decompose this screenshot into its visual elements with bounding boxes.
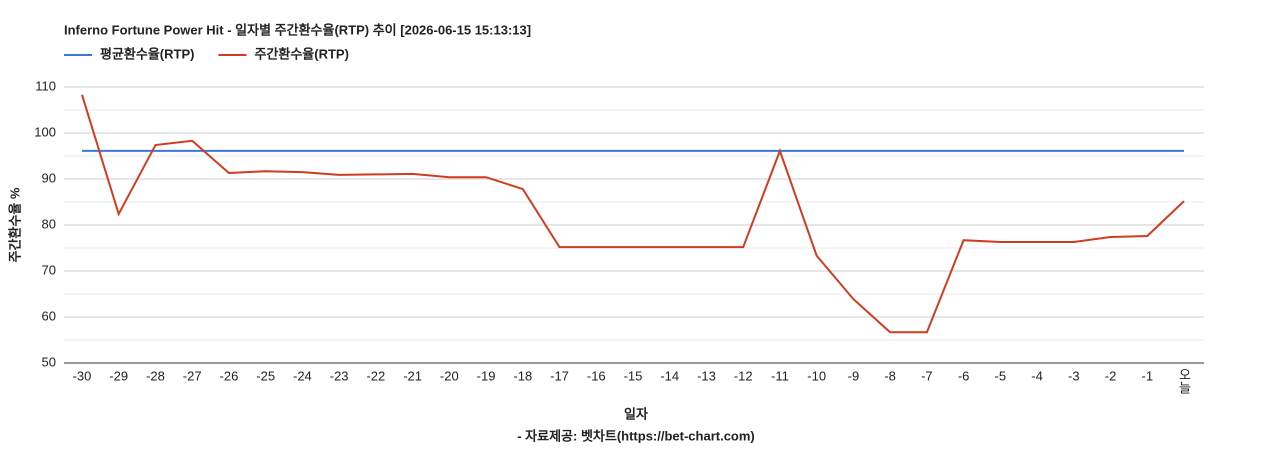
x-tick-label: -23 (330, 368, 349, 383)
x-tick-label: -14 (660, 368, 679, 383)
series-line (81, 94, 1185, 334)
legend-label: 주간환수율(RTP) (254, 46, 348, 61)
y-tick-label: 70 (42, 262, 56, 277)
x-tick-label: -26 (220, 368, 239, 383)
x-tick-label: -8 (884, 368, 896, 383)
x-tick-label: -29 (109, 368, 128, 383)
x-tick-label: -12 (734, 368, 753, 383)
y-tick-label: 110 (35, 78, 56, 93)
x-tick-label: -4 (1031, 368, 1043, 383)
x-tick-label: -19 (477, 368, 496, 383)
x-tick-label: -9 (848, 368, 860, 383)
y-tick-label: 50 (42, 354, 56, 369)
y-tick-label: 100 (34, 124, 56, 139)
x-tick-label: -25 (256, 368, 275, 383)
x-tick-label: -1 (1141, 368, 1153, 383)
x-tick-label: -16 (587, 368, 606, 383)
legend-label: 평균환수율(RTP) (100, 46, 194, 61)
y-tick-label: 60 (42, 308, 56, 323)
x-tick-label: -7 (921, 368, 933, 383)
chart-title: Inferno Fortune Power Hit - 일자별 주간환수율(RT… (64, 22, 531, 37)
x-tick-label: -18 (513, 368, 532, 383)
x-tick-label: -5 (995, 368, 1007, 383)
y-tick-label: 90 (42, 170, 56, 185)
y-axis-label: 주간환수율 % (7, 187, 22, 262)
x-tick-label: -22 (366, 368, 385, 383)
x-tick-label: -6 (958, 368, 970, 383)
x-axis-label: 일자 (624, 406, 648, 421)
x-tick-label: -10 (807, 368, 826, 383)
x-tick-label: -24 (293, 368, 312, 383)
x-tick-label: -3 (1068, 368, 1080, 383)
source: - 자료제공: 벳차트(https://bet-chart.com) (517, 428, 755, 443)
x-tick-label: -30 (73, 368, 92, 383)
x-tick-label: -21 (403, 368, 422, 383)
x-tick-label: -13 (697, 368, 716, 383)
x-tick-label: -27 (183, 368, 202, 383)
x-tick-label: -11 (771, 368, 789, 383)
x-tick-label: -28 (146, 368, 165, 383)
x-tick-label: 오늘 (1177, 368, 1192, 394)
x-tick-label: -15 (624, 368, 643, 383)
x-tick-label: -17 (550, 368, 569, 383)
y-tick-label: 80 (42, 216, 56, 231)
x-tick-label: -20 (440, 368, 459, 383)
x-tick-label: -2 (1105, 368, 1117, 383)
